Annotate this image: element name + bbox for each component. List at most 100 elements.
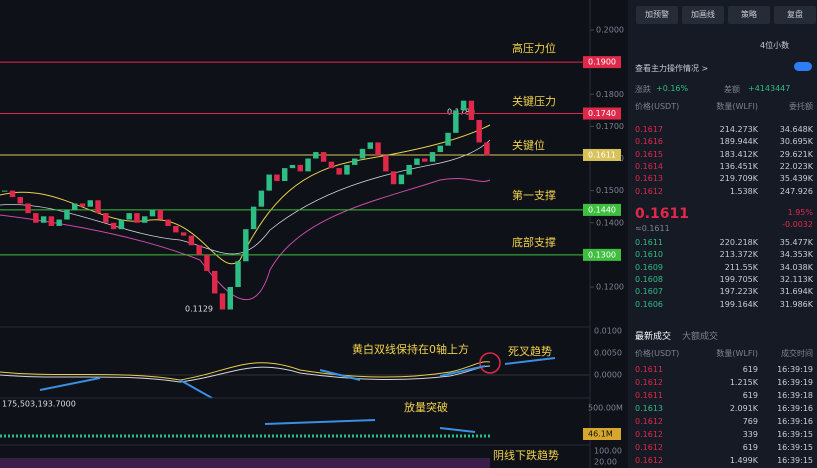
candle bbox=[25, 203, 31, 214]
candle bbox=[359, 148, 366, 159]
candle bbox=[352, 158, 358, 165]
candle bbox=[336, 168, 342, 175]
trade-row: 0.1612 619 16:39:15 bbox=[628, 442, 817, 455]
button[interactable]: 加预警 bbox=[636, 6, 678, 24]
cell: 769 bbox=[742, 417, 758, 426]
level-label: 0.1611 bbox=[588, 150, 616, 159]
candle bbox=[383, 155, 389, 172]
candle bbox=[149, 209, 156, 217]
note: 底部支撑 bbox=[512, 235, 556, 249]
trend-arrow bbox=[39, 357, 556, 399]
cell: 16:39:16 bbox=[777, 417, 813, 426]
level-label: 0.1440 bbox=[588, 205, 616, 214]
value-box bbox=[583, 107, 621, 120]
candle bbox=[453, 110, 459, 133]
cell: 619 bbox=[742, 365, 758, 374]
button[interactable]: 策略 bbox=[728, 6, 770, 24]
candle bbox=[406, 164, 412, 175]
ask-row: 0.1614 136.451K 22.023K bbox=[628, 161, 817, 174]
note: 第一支撑 bbox=[512, 188, 556, 202]
cell: 0.1611 bbox=[635, 365, 663, 374]
decimals[interactable]: 4位小数 bbox=[760, 41, 790, 50]
cell: 219.709K bbox=[719, 174, 758, 184]
candle bbox=[375, 142, 381, 156]
tick-label: 0.1400 bbox=[596, 218, 624, 227]
tab: 最新成交 bbox=[635, 332, 672, 342]
candle bbox=[103, 213, 109, 223]
candle bbox=[422, 158, 428, 162]
cell: 31.986K bbox=[779, 299, 813, 309]
cell: 0.1606 bbox=[635, 299, 663, 309]
cell: 16:39:15 bbox=[777, 456, 813, 465]
cell: 0.1610 bbox=[635, 250, 663, 260]
bid-row: 0.1607 197.223K 31.694K bbox=[628, 286, 817, 299]
candle bbox=[95, 200, 101, 214]
candle bbox=[429, 152, 436, 162]
cell: 199.164K bbox=[719, 299, 758, 309]
change: +0.16% bbox=[656, 84, 689, 93]
cell: 35.439K bbox=[779, 174, 813, 184]
button[interactable]: 加画线 bbox=[682, 6, 724, 24]
candle bbox=[460, 100, 467, 111]
candle bbox=[180, 232, 187, 236]
note: 放量突破 bbox=[404, 400, 448, 414]
cell: 0.1611 bbox=[635, 391, 663, 400]
cell: 0.1612 bbox=[635, 378, 663, 387]
trade-row: 0.1612 339 16:39:15 bbox=[628, 429, 817, 442]
candle bbox=[33, 213, 39, 223]
candle bbox=[110, 222, 117, 230]
candle bbox=[266, 174, 272, 191]
button[interactable]: 复盘 bbox=[774, 6, 816, 24]
main-force[interactable]: 查看主力操作情况 > bbox=[635, 64, 709, 73]
ma-line bbox=[0, 139, 491, 255]
cell: 0.1614 bbox=[635, 161, 663, 171]
tick-label: 20.00 bbox=[594, 458, 617, 467]
candle bbox=[87, 200, 93, 207]
candle bbox=[72, 203, 78, 210]
cell: 0.1612 bbox=[635, 186, 663, 196]
candle bbox=[196, 245, 202, 255]
cell: 0.1612 bbox=[635, 417, 663, 426]
candle bbox=[484, 142, 490, 156]
candle bbox=[219, 293, 226, 310]
cell: 0.1616 bbox=[635, 137, 663, 147]
cell: 0.1615 bbox=[635, 149, 663, 159]
tick-label: 0.0100 bbox=[594, 327, 622, 336]
book-header: 价格(USDT) 数量(WLFI) 委托额 bbox=[628, 101, 817, 114]
bid-row: 0.1608 199.705K 32.113K bbox=[628, 274, 817, 287]
trade-row: 0.1611 619 16:39:18 bbox=[628, 390, 817, 403]
cell: 1.538K bbox=[729, 186, 758, 196]
ask-row: 0.1617 214.273K 34.648K bbox=[628, 124, 817, 137]
cell: 619 bbox=[742, 391, 758, 400]
candle bbox=[79, 203, 86, 207]
candle bbox=[64, 209, 70, 220]
candle bbox=[165, 219, 171, 226]
cell: 22.023K bbox=[779, 161, 813, 171]
high-label: 0.1789 bbox=[447, 108, 475, 117]
candle bbox=[173, 225, 179, 233]
candle bbox=[243, 229, 249, 262]
candle bbox=[367, 142, 373, 149]
last-price: 0.1611 bbox=[635, 206, 690, 222]
note: 黄白双线保持在0轴上方 bbox=[352, 342, 469, 356]
cell: 16:39:19 bbox=[777, 378, 813, 387]
candle bbox=[414, 158, 420, 165]
tick-label: 100.00 bbox=[594, 447, 622, 456]
value-box bbox=[583, 203, 621, 216]
cell: 213.372K bbox=[719, 250, 758, 260]
cell: 34.648K bbox=[779, 125, 813, 134]
candle bbox=[445, 132, 451, 146]
cell: 成交时间 bbox=[781, 349, 813, 358]
candle bbox=[320, 152, 327, 162]
note: 关键压力 bbox=[512, 94, 556, 108]
cell: 数量(WLFI) bbox=[716, 349, 758, 358]
cell: 0.1612 bbox=[635, 430, 663, 439]
candle bbox=[289, 164, 296, 169]
bid-row: 0.1609 211.55K 34.038K bbox=[628, 262, 817, 275]
cell: 136.451K bbox=[719, 161, 758, 171]
toggle[interactable] bbox=[794, 62, 812, 71]
low-label: 0.1129 bbox=[185, 305, 213, 314]
note: 阴线下跌趋势 bbox=[493, 448, 559, 462]
value-box bbox=[583, 148, 621, 161]
level-label: 0.1300 bbox=[588, 250, 616, 259]
